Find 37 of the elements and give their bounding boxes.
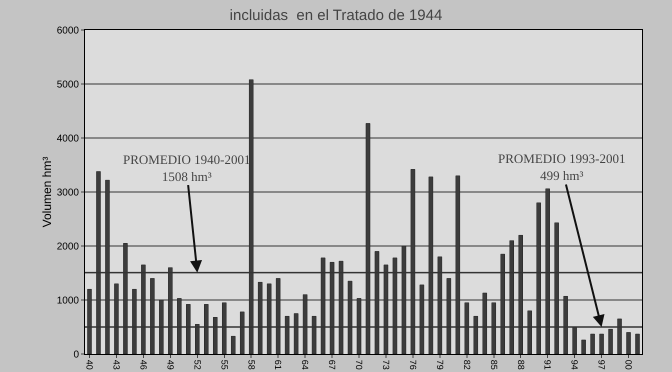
- y-tick-label: 0: [73, 350, 80, 360]
- x-tick-label: 82: [462, 360, 472, 370]
- bar: [635, 334, 640, 354]
- bar: [230, 336, 236, 354]
- x-tick-label: 40: [84, 360, 95, 370]
- x-tick-label: 73: [381, 360, 392, 370]
- x-tick-label: 79: [434, 360, 445, 370]
- x-tick-label: 58: [246, 360, 256, 370]
- x-tick-label: 46: [138, 360, 148, 370]
- y-tick-label: 5000: [56, 80, 80, 90]
- annotation: PROMEDIO 1993-2001 499 hm³: [498, 151, 626, 183]
- y-axis-title: Volumen hm³: [40, 156, 54, 228]
- x-tick-label: 67: [327, 360, 338, 370]
- x-tick-label: 00: [624, 360, 634, 370]
- x-tick-label: 94: [570, 360, 580, 370]
- x-tick-label: 55: [219, 360, 230, 370]
- y-tick-label: 2000: [56, 242, 80, 252]
- bar: [626, 332, 631, 354]
- x-tick-label: 61: [273, 360, 284, 370]
- y-tick-label: 1000: [56, 296, 80, 306]
- x-tick-label: 43: [112, 360, 122, 370]
- x-tick-label: 85: [488, 360, 499, 370]
- x-tick-label: 97: [596, 360, 607, 370]
- bar: [590, 334, 595, 354]
- y-tick-label: 3000: [56, 188, 80, 198]
- x-tick-label: 64: [300, 360, 310, 370]
- x-tick-label: 70: [354, 360, 364, 370]
- y-tick-label: 4000: [56, 134, 80, 144]
- chart-title: incluidas en el Tratado de 1944: [230, 6, 442, 24]
- x-tick-label: 76: [408, 360, 418, 370]
- x-tick-label: 52: [192, 360, 202, 370]
- x-tick-label: 49: [165, 360, 176, 370]
- y-tick-label: 6000: [56, 26, 80, 36]
- bar: [599, 334, 604, 354]
- x-tick-label: 88: [516, 360, 526, 370]
- bar: [581, 340, 586, 354]
- x-tick-label: 91: [542, 360, 553, 370]
